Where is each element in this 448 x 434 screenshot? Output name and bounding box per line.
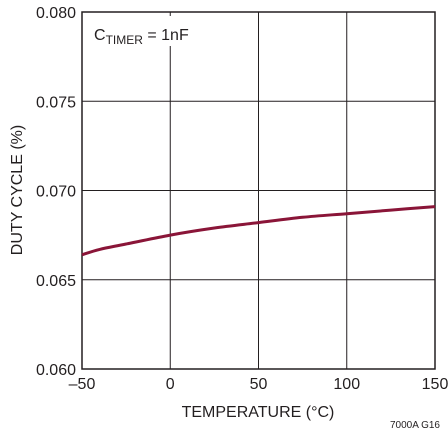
plot-frame — [81, 11, 436, 370]
x-tick-label: 0 — [166, 376, 175, 393]
y-axis-title: DUTY CYCLE (%) — [9, 125, 26, 255]
x-tick-label: –50 — [69, 376, 96, 393]
x-tick-labels: –50 0 50 100 150 — [69, 376, 448, 393]
x-axis-title: TEMPERATURE (°C) — [182, 404, 335, 421]
figure-code: 7000A G16 — [390, 420, 440, 431]
x-tick-label: 50 — [250, 376, 268, 393]
y-tick-label: 0.075 — [36, 94, 76, 111]
y-tick-label: 0.080 — [36, 5, 76, 22]
y-tick-label: 0.065 — [36, 273, 76, 290]
series-line-duty-cycle — [81, 205, 436, 257]
annotation-ctimer: CTIMER = 1nF — [94, 27, 189, 47]
x-tick-label: 100 — [333, 376, 360, 393]
y-tick-label: 0.070 — [36, 184, 76, 201]
y-tick-label: 0.060 — [36, 362, 76, 379]
y-tick-labels: 0.060 0.065 0.070 0.075 0.080 — [36, 5, 76, 379]
grid-lines — [82, 12, 435, 369]
annotation-background — [84, 16, 224, 46]
x-tick-label: 150 — [422, 376, 448, 393]
